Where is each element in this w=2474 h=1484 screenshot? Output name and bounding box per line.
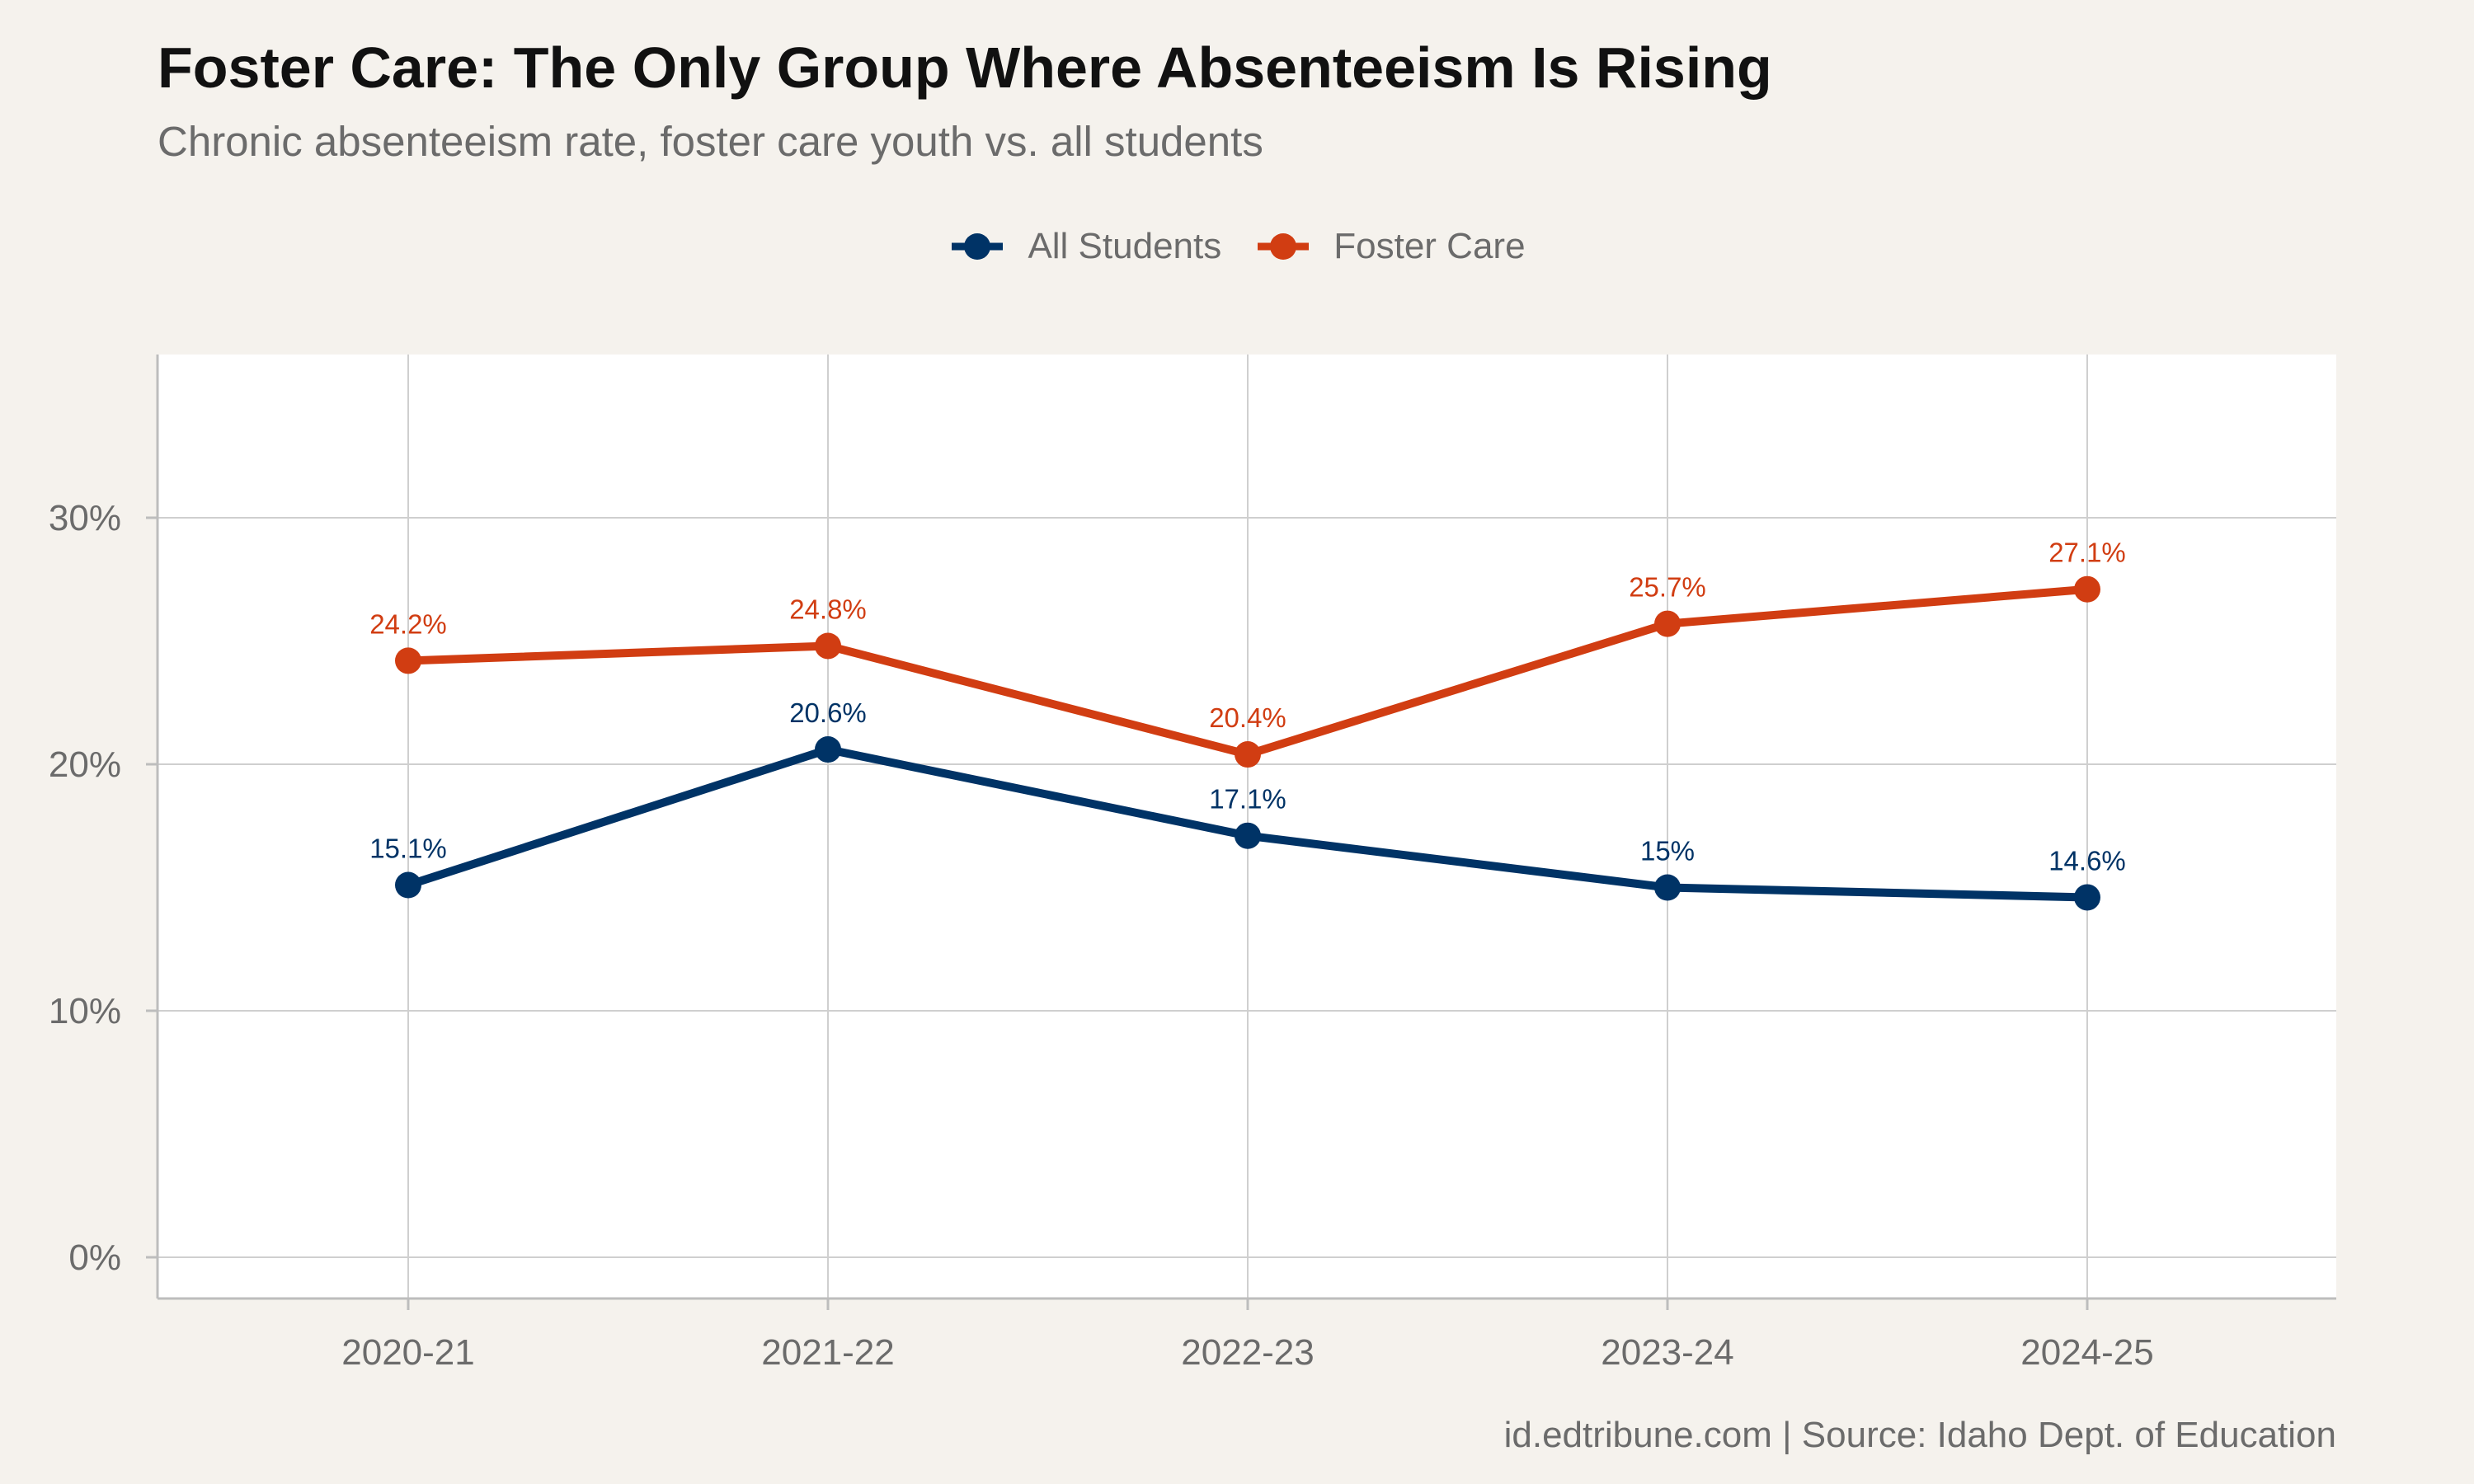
y-tick-label-20: 20%: [49, 744, 121, 785]
data-label-all-students-2021-22: 20.6%: [789, 697, 867, 728]
data-point-all-students-2023-24: [1654, 874, 1681, 901]
data-point-all-students-2022-23: [1235, 822, 1261, 849]
y-tick-label-30: 30%: [49, 498, 121, 538]
data-point-foster-care-2022-23: [1235, 741, 1261, 768]
y-tick-label-0: 0%: [68, 1237, 121, 1278]
data-label-all-students-2020-21: 15.1%: [369, 834, 447, 864]
data-label-all-students-2023-24: 15%: [1640, 836, 1695, 866]
legend-label-foster-care: Foster Care: [1333, 226, 1526, 266]
y-tick-label-10: 10%: [49, 991, 121, 1031]
x-tick-label-2022-23: 2022-23: [1181, 1332, 1314, 1373]
x-tick-labels: 2020-21 2021-22 2022-23 2023-24 2024-25: [341, 1298, 2154, 1373]
x-tick-label-2021-22: 2021-22: [761, 1332, 894, 1373]
legend-key-foster-care: [1258, 233, 1310, 260]
legend-key-all-students: [952, 233, 1004, 260]
data-label-foster-care-2023-24: 25.7%: [1629, 572, 1706, 603]
series-foster-care: 24.2% 24.8% 20.4% 25.7% 27.1%: [369, 538, 2126, 768]
data-label-foster-care-2022-23: 20.4%: [1209, 702, 1286, 733]
x-tick-label-2020-21: 2020-21: [341, 1332, 474, 1373]
data-point-all-students-2020-21: [395, 871, 421, 899]
data-label-foster-care-2020-21: 24.2%: [369, 608, 447, 639]
data-label-all-students-2022-23: 17.1%: [1209, 784, 1286, 815]
data-point-all-students-2024-25: [2074, 884, 2100, 911]
x-tick-label-2023-24: 2023-24: [1601, 1332, 1733, 1373]
legend-item-all-students: All Students: [948, 226, 1221, 267]
data-label-foster-care-2021-22: 24.8%: [789, 594, 867, 624]
y-tick-labels: 0% 10% 20% 30%: [49, 498, 158, 1278]
chart-subtitle: Chronic absenteeism rate, foster care yo…: [158, 118, 1263, 165]
x-tick-label-2024-25: 2024-25: [2020, 1332, 2153, 1373]
chart-title: Foster Care: The Only Group Where Absent…: [158, 35, 1772, 100]
data-point-foster-care-2021-22: [815, 632, 841, 660]
series-all-students: 15.1% 20.6% 17.1% 15% 14.6%: [369, 697, 2126, 911]
chart-caption: id.edtribune.com | Source: Idaho Dept. o…: [1503, 1415, 2336, 1455]
data-point-foster-care-2023-24: [1654, 610, 1681, 637]
legend-label-all-students: All Students: [1028, 226, 1222, 266]
legend: All Students Foster Care: [0, 226, 2474, 267]
legend-item-foster-care: Foster Care: [1254, 226, 1526, 267]
data-point-all-students-2021-22: [815, 736, 841, 763]
data-point-foster-care-2024-25: [2074, 575, 2100, 603]
data-label-all-students-2024-25: 14.6%: [2048, 845, 2126, 876]
series-layer: 15.1% 20.6% 17.1% 15% 14.6% 24.2% 24.8% 20.4% 25…: [369, 538, 2126, 911]
data-label-foster-care-2024-25: 27.1%: [2048, 538, 2126, 568]
data-point-foster-care-2020-21: [395, 647, 421, 674]
